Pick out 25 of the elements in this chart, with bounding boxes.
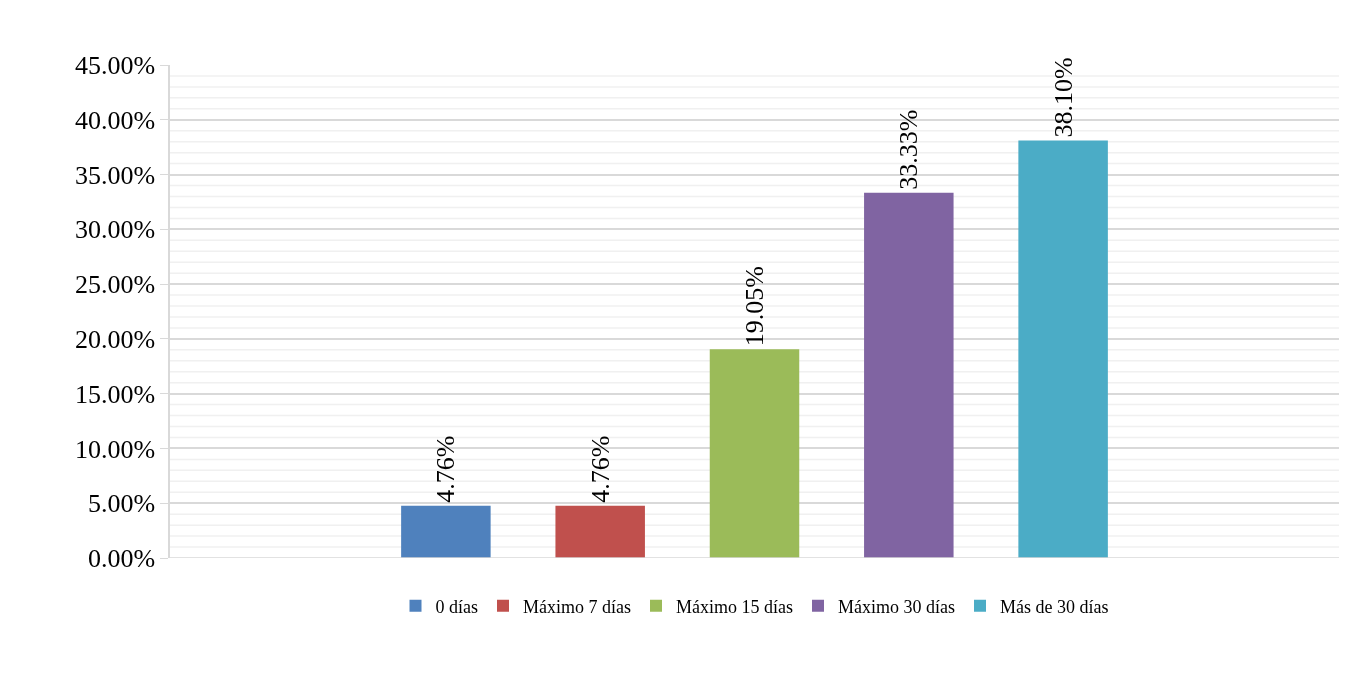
y-tick-label: 0.00% [87, 544, 156, 574]
y-tick-label: 5.00% [87, 489, 156, 519]
data-label: 19.05% [740, 266, 769, 347]
bar [1018, 140, 1108, 558]
legend-label: Máximo 7 días [523, 596, 631, 617]
data-label: 38.10% [1048, 57, 1078, 138]
legend-label: Máximo 30 días [838, 596, 955, 617]
bar [555, 505, 645, 558]
y-tick-label: 15.00% [74, 379, 156, 409]
legend-label: 0 días [435, 596, 478, 617]
y-tick-label: 45.00% [74, 51, 156, 81]
legend-label: Más de 30 días [1000, 596, 1109, 617]
y-tick-label: 10.00% [74, 434, 156, 464]
data-label: 4.76% [585, 435, 615, 503]
data-label: 4.76% [431, 435, 461, 503]
y-tick-label: 40.00% [74, 105, 156, 135]
data-label: 33.33% [894, 109, 924, 190]
bar [401, 505, 491, 558]
legend-label: Máximo 15 días [676, 596, 793, 617]
bar [864, 192, 954, 558]
y-tick-label: 30.00% [74, 215, 156, 245]
bar [709, 349, 800, 558]
y-tick-label: 35.00% [74, 160, 156, 190]
y-tick-label: 20.00% [74, 324, 156, 354]
y-tick-label: 25.00% [74, 270, 156, 300]
